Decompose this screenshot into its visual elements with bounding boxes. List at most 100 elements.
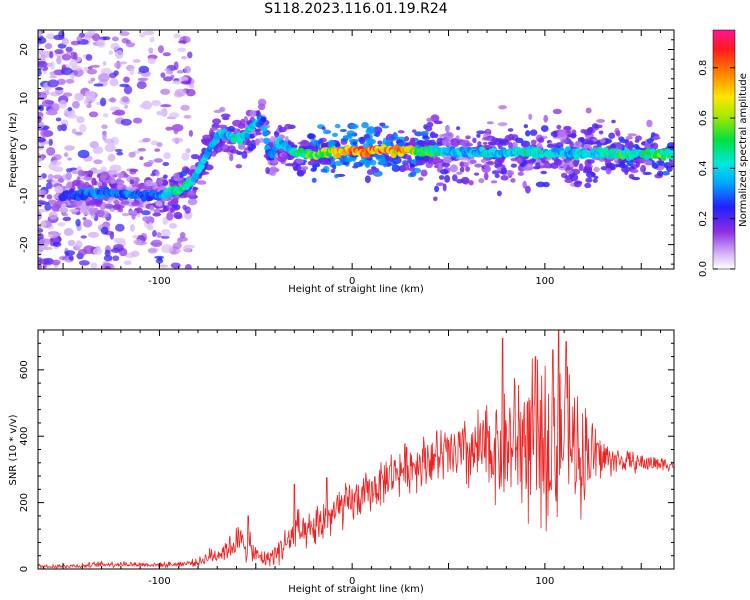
spectrogram-halo-cell (284, 135, 289, 143)
spectrogram-noise-cell (125, 42, 136, 48)
spectrogram-noise-cell (71, 100, 80, 109)
spectrogram-noise-cell (187, 51, 193, 59)
spectrogram-noise-cell (78, 260, 90, 266)
spectrogram-halo-cell (202, 138, 213, 144)
spectrogram-noise-cell (181, 152, 190, 161)
spectrogram-noise-cell (168, 112, 180, 119)
spectrogram-halo-cell (372, 126, 383, 134)
spectrogram-noise-cell (102, 36, 111, 41)
spectrogram-halo-cell (485, 129, 491, 133)
spectrogram-noise-cell (38, 258, 51, 265)
spectrogram-noise-cell (177, 237, 183, 244)
spectrogram-noise-cell (38, 138, 47, 142)
spectrogram-halo-cell (397, 130, 405, 134)
spectrogram-noise-cell (76, 35, 83, 42)
spectrogram-noise-cell (92, 146, 104, 155)
spectrogram-noise-cell (132, 234, 139, 239)
spectrogram-noise-cell (98, 73, 110, 83)
spectrogram-noise-cell (38, 264, 43, 269)
spectrogram-halo-cell (104, 203, 114, 210)
spectrogram-halo-cell (155, 200, 163, 207)
spectrogram-halo-cell (404, 136, 410, 142)
spectrogram-halo-cell (426, 121, 434, 128)
spectrogram-noise-cell (166, 211, 174, 221)
spectrogram-noise-cell (80, 235, 87, 239)
spectrogram-halo-cell (109, 182, 119, 189)
spectrogram-halo-cell (420, 169, 428, 177)
spectrogram-halo-cell (643, 160, 653, 166)
spectrogram-noise-cell (177, 47, 187, 52)
spectrogram-halo-cell (603, 138, 613, 144)
spectrogram-halo-cell (93, 199, 103, 205)
spectrogram-halo-cell (482, 141, 488, 145)
spectrogram-noise-cell (160, 72, 166, 78)
spectrogram-noise-cell (111, 36, 119, 42)
spectrogram-noise-cell (41, 99, 53, 108)
spectrogram-noise-cell (173, 61, 179, 71)
spectrogram-noise-cell (148, 47, 154, 54)
colorbar-tick-label: 0.0 (698, 261, 709, 277)
spectrogram-noise-cell (83, 98, 89, 106)
spectrogram-halo-cell (281, 153, 288, 161)
spectrogram-halo-cell (452, 138, 458, 147)
spectrogram-halo-cell (430, 114, 440, 123)
snr-series-line (38, 330, 674, 569)
spectrogram-halo-cell (426, 141, 436, 146)
spectrogram-noise-cell (83, 245, 95, 255)
spectrogram-halo-cell (483, 136, 491, 141)
spectrogram-halo-cell (353, 161, 364, 168)
spectrogram-noise-cell (38, 37, 47, 44)
spectrogram-halo-cell (661, 170, 670, 176)
spectrogram-noise-cell (119, 61, 128, 65)
spectrogram-noise-cell (47, 79, 59, 88)
spectrogram-noise-cell (104, 138, 115, 144)
spectrogram-halo-cell (96, 209, 105, 218)
spectrogram-halo-cell (608, 132, 616, 139)
spectrogram-noise-cell (49, 160, 62, 167)
spectrogram-halo-cell (586, 159, 595, 164)
spectrogram-noise-cell (165, 126, 173, 131)
spectrogram-halo-cell (295, 158, 304, 164)
spectrogram-halo-cell (640, 165, 645, 173)
spectrogram-noise-cell (38, 147, 44, 151)
spectrogram-halo-cell (366, 169, 375, 176)
spectrogram-halo-cell (497, 122, 508, 127)
spectrogram-halo-cell (187, 190, 197, 198)
spectrogram-noise-cell (141, 210, 151, 216)
spectrogram-halo-cell (546, 143, 555, 148)
spectrogram-noise-cell (163, 152, 171, 159)
spectrogram-halo-cell (624, 141, 630, 149)
colorbar-label: Normalized spectral amplitude (738, 73, 749, 227)
spectrogram-noise-cell (123, 260, 132, 266)
spectrogram-halo-cell (99, 174, 107, 182)
spectrogram-halo-cell (650, 160, 656, 167)
spectrogram-noise-cell (65, 168, 73, 173)
spectrogram-noise-cell (162, 216, 169, 225)
spectrogram-halo-cell (631, 176, 641, 181)
spectrogram-halo-cell (209, 129, 214, 136)
spectrogram-halo-cell (340, 137, 349, 142)
spectrogram-halo-cell (433, 196, 438, 202)
spectrogram-halo-cell (369, 159, 377, 166)
spectrogram-halo-cell (54, 185, 64, 194)
spectrogram-halo-cell (436, 158, 444, 164)
spectrogram-halo-cell (444, 131, 454, 140)
spectrogram-noise-cell (88, 111, 99, 118)
spectrogram-noise-cell (38, 238, 50, 247)
spectrogram-halo-cell (365, 128, 376, 135)
spectrogram-halo-cell (442, 138, 452, 147)
spectrogram-halo-cell (565, 170, 574, 174)
spectrogram-halo-cell (318, 138, 323, 144)
spectrogram-halo-cell (516, 157, 523, 164)
spectrogram-halo-cell (460, 176, 470, 185)
spectrogram-halo-cell (456, 126, 461, 131)
spectrogram-noise-cell (47, 199, 57, 205)
spectrogram-noise-cell (182, 244, 192, 253)
spectrogram-noise-cell (93, 159, 103, 165)
figure-title: S118.2023.116.01.19.R24 (264, 1, 448, 17)
spectrogram-halo-cell (97, 181, 103, 187)
spectrogram-halo-cell (360, 160, 370, 165)
spectrogram-halo-cell (213, 145, 223, 153)
spectrogram-halo-cell (480, 158, 487, 163)
spectrogram-noise-cell (171, 137, 184, 143)
